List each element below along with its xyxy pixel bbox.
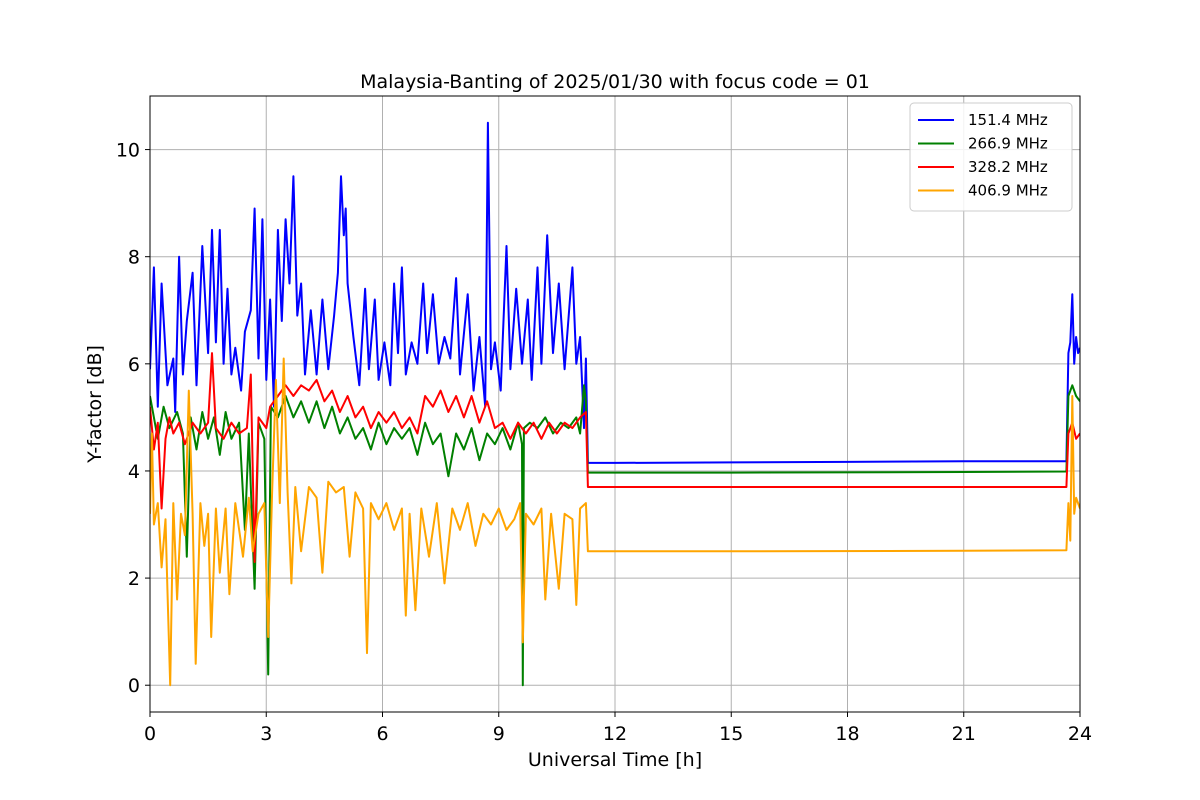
x-tick-label: 9 [493, 723, 505, 745]
legend-box [909, 102, 1073, 212]
legend: 151.4 MHz 266.9 MHz 328.2 MHz 406.9 MHz [909, 102, 1073, 212]
y-tick-label: 10 [116, 140, 140, 162]
x-tick-label: 0 [144, 723, 156, 745]
series-layer [150, 121, 1080, 687]
x-tick-label: 6 [376, 723, 388, 745]
chart-title: Malaysia-Banting of 2025/01/30 with focu… [360, 71, 870, 93]
legend-label: 328.2 MHz [968, 158, 1048, 176]
x-tick-label: 3 [260, 723, 272, 745]
x-tick-label: 24 [1068, 723, 1092, 745]
y-tick-label: 0 [128, 675, 140, 697]
x-tick-label: 18 [835, 723, 859, 745]
series-line-3 [150, 352, 1080, 563]
series-line-1 [150, 121, 1080, 464]
x-tick-label: 15 [719, 723, 743, 745]
x-axis: 0 3 6 9 12 15 18 21 24 [144, 712, 1092, 745]
y-tick-label: 4 [128, 461, 140, 483]
legend-label: 406.9 MHz [968, 182, 1048, 200]
x-tick-label: 21 [952, 723, 976, 745]
y-tick-label: 6 [128, 354, 140, 376]
grid [149, 96, 1081, 712]
y-tick-label: 2 [128, 568, 140, 590]
x-tick-label: 12 [603, 723, 627, 745]
y-axis: 0 2 4 6 8 10 [116, 140, 150, 697]
series-line-4 [150, 357, 1080, 687]
x-axis-label: Universal Time [h] [528, 749, 702, 771]
y-axis-label: Y-factor [dB] [84, 345, 106, 464]
legend-label: 151.4 MHz [968, 111, 1048, 129]
y-tick-label: 8 [128, 247, 140, 269]
legend-label: 266.9 MHz [968, 135, 1048, 153]
